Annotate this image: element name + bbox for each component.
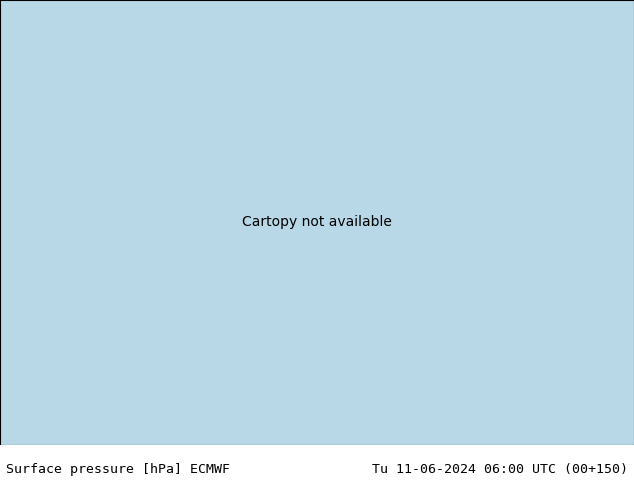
Text: Surface pressure [hPa] ECMWF: Surface pressure [hPa] ECMWF — [6, 463, 230, 476]
Text: Cartopy not available: Cartopy not available — [242, 216, 392, 229]
Text: Tu 11-06-2024 06:00 UTC (00+150): Tu 11-06-2024 06:00 UTC (00+150) — [372, 463, 628, 476]
